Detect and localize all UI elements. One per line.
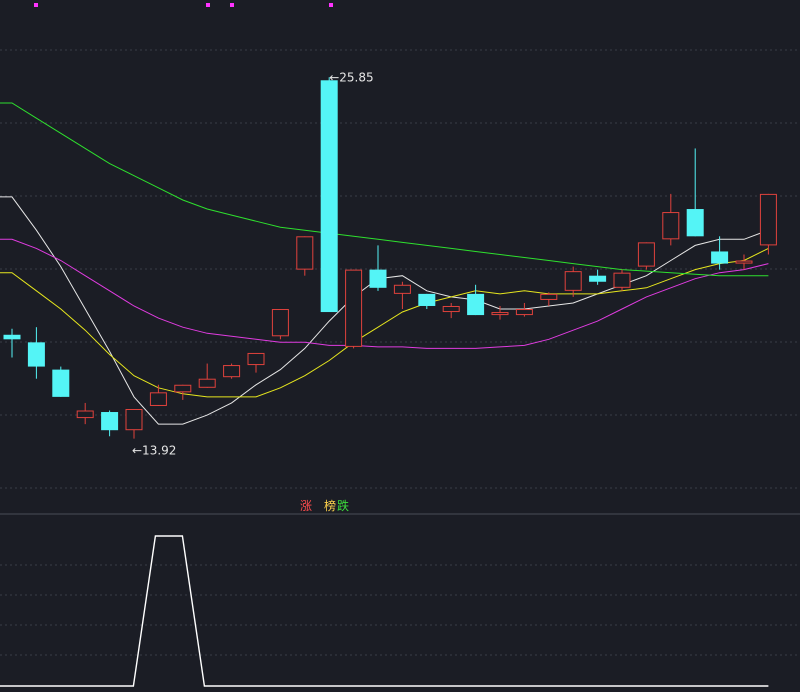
candles	[3, 77, 777, 439]
candle-body-up	[442, 305, 460, 313]
candle-body-up	[345, 269, 363, 347]
candle-body-down	[101, 412, 119, 431]
top-markers	[34, 3, 333, 7]
top-marker	[329, 3, 333, 7]
lower-indicator-line	[0, 535, 769, 687]
max-price-label: ←25.85	[329, 70, 373, 84]
lower-indicator-panel	[0, 535, 769, 687]
candle-body-up	[540, 293, 558, 300]
candle-body-up	[247, 352, 265, 366]
ma-line-3	[0, 238, 769, 349]
annotations: ←25.85 ←13.92	[132, 70, 374, 457]
candle-body-up	[393, 284, 411, 294]
candle-body-down	[686, 209, 704, 237]
candle-body-up	[271, 309, 289, 337]
candle-body-up	[637, 242, 655, 267]
candle-body-up	[613, 272, 631, 288]
candle-body-down	[467, 293, 485, 316]
candle-body-up	[564, 271, 582, 291]
top-marker	[230, 3, 234, 7]
candle-body-up	[662, 212, 680, 240]
candle-body-up	[125, 408, 143, 431]
ma-line-1	[0, 196, 769, 425]
candle-body-up	[174, 384, 192, 393]
top-marker	[206, 3, 210, 7]
legend-bang: 榜	[324, 498, 336, 513]
candle-body-down	[320, 80, 338, 313]
candle-body-up	[296, 236, 314, 270]
candle-body-down	[711, 251, 729, 264]
ma-line-4	[0, 102, 769, 277]
candle-body-up	[515, 309, 533, 316]
min-price-label: ←13.92	[132, 444, 176, 458]
candle-body-up	[735, 260, 753, 264]
candle-body-up	[491, 312, 509, 316]
candle-body-up	[223, 365, 241, 378]
candle-body-up	[198, 378, 216, 388]
candle-body-down	[418, 293, 436, 306]
legend-zhang: 涨	[300, 498, 312, 513]
legend-die: 跌	[337, 498, 349, 513]
candle-body-down	[3, 334, 21, 340]
candle-body-down	[52, 369, 70, 397]
candle-body-down	[589, 275, 607, 282]
ma-line-2	[0, 247, 769, 398]
top-marker	[34, 3, 38, 7]
candle-body-up	[759, 193, 777, 246]
grid-layer	[0, 49, 800, 656]
legend: 涨 榜 跌	[300, 498, 349, 513]
candle-body-up	[149, 392, 167, 406]
candle-body-down	[369, 269, 387, 288]
candle-body-down	[27, 342, 45, 367]
candle-body-up	[76, 410, 94, 419]
